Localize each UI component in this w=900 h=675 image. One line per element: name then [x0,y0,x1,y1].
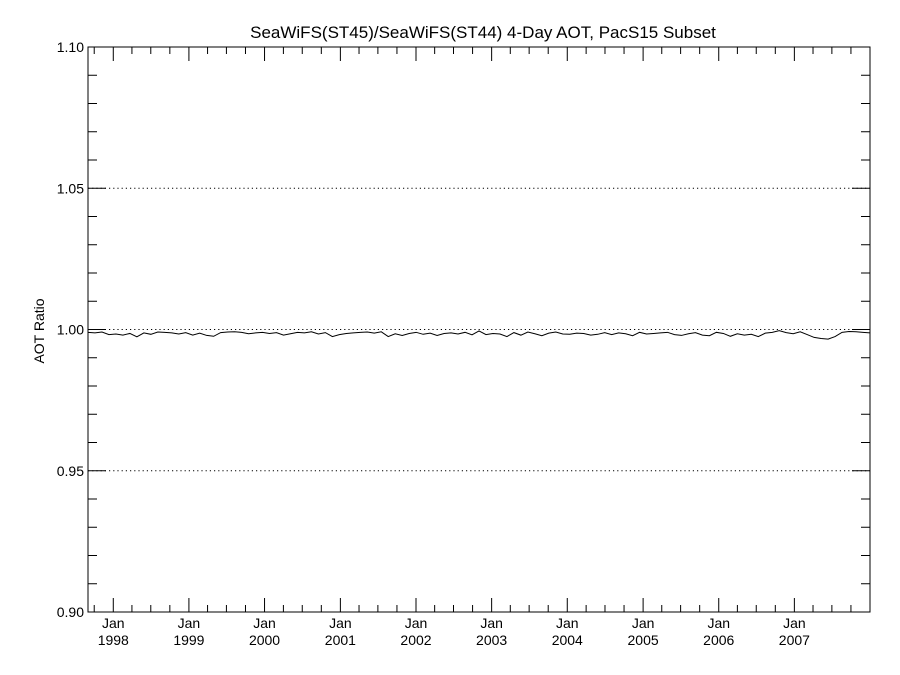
y-tick-label: 0.90 [57,604,84,620]
x-tick-label-year: 2003 [476,632,507,648]
y-tick-label: 1.10 [57,39,84,55]
x-tick-label-year: 2005 [628,632,659,648]
y-axis-label: AOT Ratio [31,298,47,363]
x-tick-label-month: Jan [178,615,201,631]
y-tick-label: 0.95 [57,463,84,479]
x-tick-label-month: Jan [102,615,125,631]
x-tick-label-year: 2000 [249,632,280,648]
x-tick-label-month: Jan [480,615,503,631]
x-tick-label-year: 2002 [400,632,431,648]
x-tick-label-year: 2004 [552,632,583,648]
series-layer [87,330,871,340]
x-tick-label-month: Jan [707,615,730,631]
x-tick-labels: Jan1998Jan1999Jan2000Jan2001Jan2002Jan20… [98,615,810,648]
x-tick-label-month: Jan [783,615,806,631]
x-tick-label-year: 2006 [703,632,734,648]
x-tick-label-year: 1998 [98,632,129,648]
x-tick-label-year: 2007 [779,632,810,648]
series-line [87,330,871,340]
x-tick-label-year: 2001 [325,632,356,648]
x-tick-label-month: Jan [632,615,655,631]
x-tick-label-month: Jan [253,615,276,631]
x-tick-label-month: Jan [556,615,579,631]
chart-title: SeaWiFS(ST45)/SeaWiFS(ST44) 4-Day AOT, P… [250,23,716,42]
axis-ticks [88,46,871,613]
x-tick-label-year: 1999 [173,632,204,648]
x-tick-label-month: Jan [405,615,428,631]
grid-lines [88,187,870,472]
plot-frame [87,46,871,613]
y-tick-labels: 0.90 0.95 1.00 1.05 1.10 [57,39,84,620]
x-tick-label-month: Jan [329,615,352,631]
y-tick-label: 1.05 [57,180,84,196]
y-tick-label: 1.00 [57,322,84,338]
